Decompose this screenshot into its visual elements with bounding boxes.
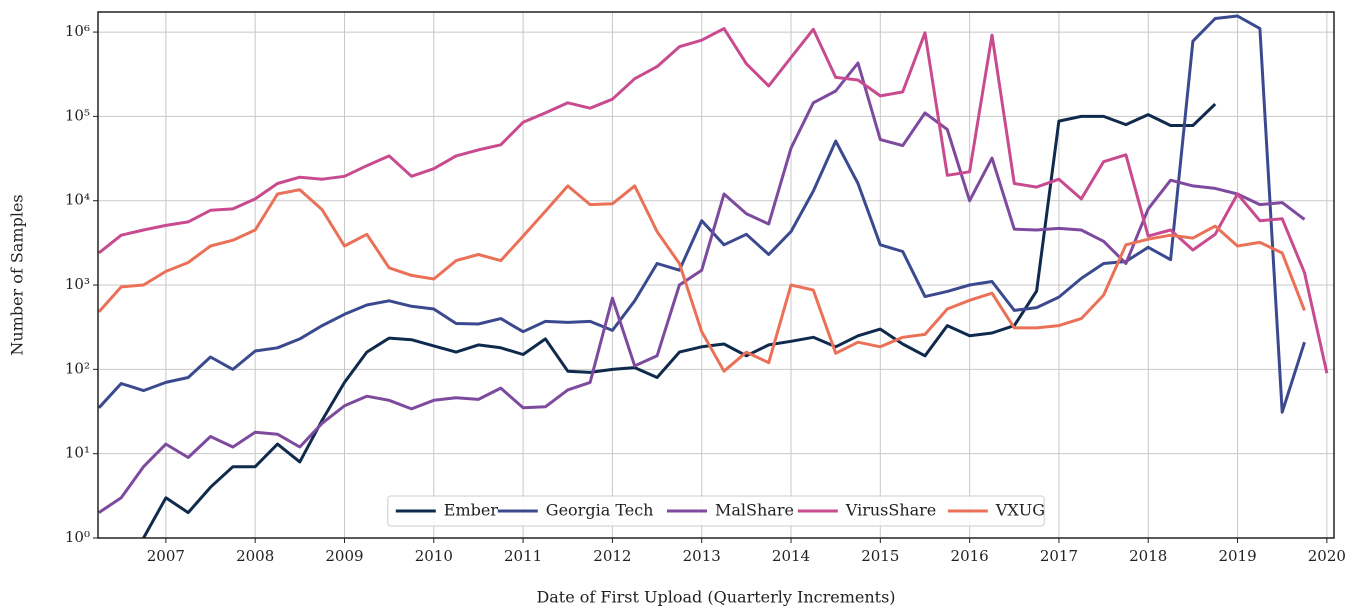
series-line [98, 61, 1306, 514]
series-line [142, 103, 1217, 538]
legend-label: Georgia Tech [546, 501, 654, 520]
x-tick-label: 2012 [593, 547, 631, 565]
y-tick-label: 10² [65, 359, 90, 377]
legend-label: MalShare [715, 501, 794, 520]
x-axis-label: Date of First Upload (Quarterly Incremen… [536, 588, 895, 607]
legend-label: VirusShare [845, 501, 936, 520]
x-tick-label: 2011 [504, 547, 542, 565]
x-tick-label: 2014 [772, 547, 810, 565]
x-tick-label: 2019 [1218, 547, 1256, 565]
x-tick-label: 2020 [1308, 547, 1346, 565]
legend-box [387, 495, 1045, 527]
x-tick-label: 2007 [147, 547, 185, 565]
x-tick-label: 2008 [236, 547, 274, 565]
x-tick-label: 2017 [1040, 547, 1078, 565]
x-tick-label: 2018 [1129, 547, 1167, 565]
legend-label: VXUG [995, 501, 1045, 520]
series-line [98, 14, 1306, 414]
y-tick-label: 10³ [65, 275, 90, 293]
x-tick-label: 2009 [325, 547, 363, 565]
y-axis-label: Number of Samples [8, 194, 27, 355]
y-tick-label: 10⁰ [65, 528, 90, 546]
y-tick-label: 10⁴ [65, 191, 90, 209]
x-tick-label: 2010 [415, 547, 453, 565]
x-tick-label: 2016 [951, 547, 989, 565]
y-tick-label: 10⁶ [65, 22, 90, 40]
series-line [98, 27, 1329, 374]
x-tick-label: 2015 [861, 547, 899, 565]
y-tick-label: 10⁵ [65, 106, 90, 124]
y-tick-label: 10¹ [65, 444, 90, 462]
x-tick-label: 2013 [683, 547, 721, 565]
series-line [98, 184, 1306, 373]
legend-label: Ember [444, 501, 499, 520]
plot-frame [97, 11, 1335, 539]
